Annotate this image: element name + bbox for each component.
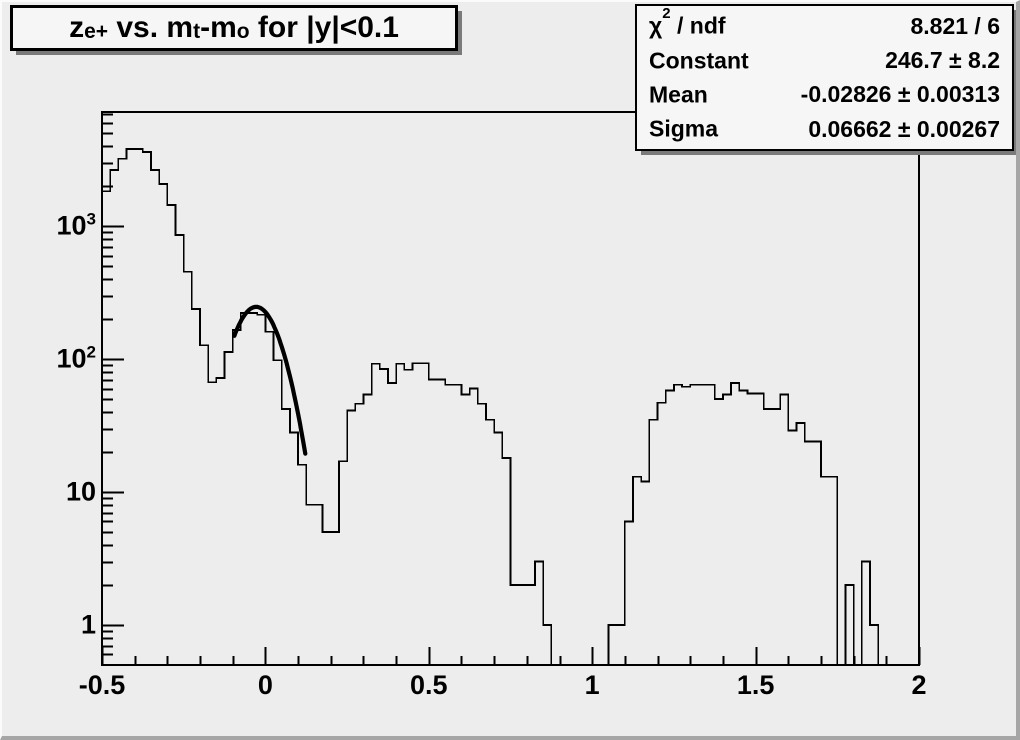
plot-title-p2: vs. m: [108, 11, 194, 44]
stats-row-constant: Constant 246.7 ± 8.2: [649, 47, 1000, 75]
x-axis-ticks: [101, 647, 921, 665]
stats-value-sigma: 0.06662 ± 0.00267: [808, 115, 1000, 142]
x-tick-label-2: 2: [911, 670, 927, 700]
plot-title-p3: -m: [200, 11, 237, 44]
stats-row-sigma: Sigma 0.06662 ± 0.00267: [649, 115, 1000, 143]
stats-label-mean: Mean: [649, 81, 708, 108]
y-tick-label-1000: 103: [56, 209, 96, 241]
plot-title-p4: for |y|<0.1: [249, 11, 399, 44]
x-tick-label-1: 1: [584, 670, 600, 700]
stats-row-chi2: χ2 / ndf 8.821 / 6: [649, 5, 1000, 40]
stats-label-sigma: Sigma: [649, 115, 719, 142]
y-axis-ticks: [102, 113, 124, 656]
x-tick-label-05: 0.5: [410, 670, 448, 700]
plot-title-sub2: t: [193, 20, 201, 43]
plot-title-box: z e+ vs. m t -m o for |y|<0.1: [10, 5, 458, 51]
stats-row-mean: Mean -0.02826 ± 0.00313: [649, 81, 1000, 109]
histogram-line: [102, 148, 919, 666]
x-tick-label-m05: -0.5: [78, 670, 126, 700]
x-tick-label-0: 0: [257, 670, 273, 700]
fit-stats-box: χ2 / ndf 8.821 / 6 Constant 246.7 ± 8.2 …: [635, 4, 1014, 151]
x-tick-label-15: 1.5: [736, 670, 775, 700]
y-tick-label-1: 1: [80, 609, 96, 640]
plot-title-sub3: o: [236, 20, 250, 43]
stats-label-constant: Constant: [649, 47, 749, 74]
y-tick-label-100: 102: [56, 342, 96, 374]
stats-value-constant: 246.7 ± 8.2: [885, 47, 1000, 74]
plot-title: z: [69, 11, 85, 44]
plot-title-sub1: e+: [84, 20, 109, 43]
y-tick-label-10: 10: [65, 476, 96, 507]
stats-value-chi2: 8.821 / 6: [910, 12, 1000, 39]
stats-label-chi2: χ2 / ndf: [649, 5, 726, 39]
fit-curve: [232, 304, 308, 456]
stats-value-mean: -0.02826 ± 0.00313: [800, 81, 1000, 108]
